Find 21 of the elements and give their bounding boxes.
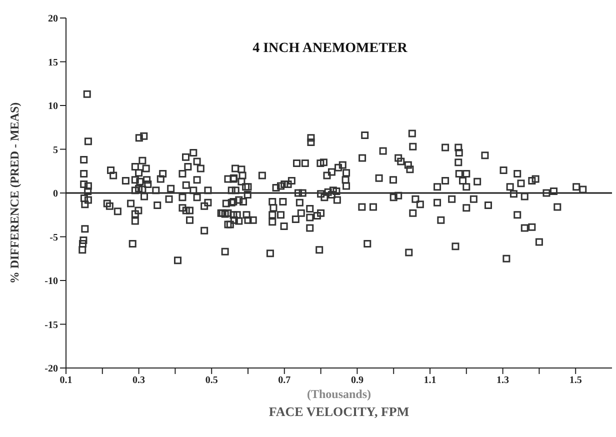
- x-tick-label: 1.3: [496, 375, 510, 386]
- x-tick-label: 0.7: [278, 375, 291, 386]
- y-tick-label: 10: [48, 101, 58, 112]
- x-axis-title: FACE VELOCITY, FPM: [268, 404, 410, 419]
- y-tick-label: 5: [53, 144, 58, 156]
- x-tick-label: 0.1: [60, 375, 72, 386]
- x-tick-label: 1.5: [569, 375, 582, 386]
- y-tick-label: -10: [44, 276, 58, 288]
- y-tick-label: -5: [50, 232, 58, 244]
- x-tick-label: 0.3: [132, 375, 146, 386]
- text: 4 INCH ANEMOMETER: [252, 41, 408, 56]
- text: (Thousands): [306, 387, 372, 401]
- y-tick-label: -15: [44, 320, 58, 331]
- x-tick-label: 0.5: [205, 375, 218, 386]
- y-tick-label: 0: [53, 188, 58, 200]
- y-axis-title: % DIFFERENCE (PRED - MEAS): [7, 102, 22, 284]
- y-tick-label: -20: [44, 364, 58, 375]
- y-tick-label: 20: [48, 14, 58, 25]
- x-tick-label: 0.9: [350, 375, 364, 386]
- x-tick-label: 1.1: [424, 375, 436, 386]
- y-tick-label: 15: [48, 57, 58, 68]
